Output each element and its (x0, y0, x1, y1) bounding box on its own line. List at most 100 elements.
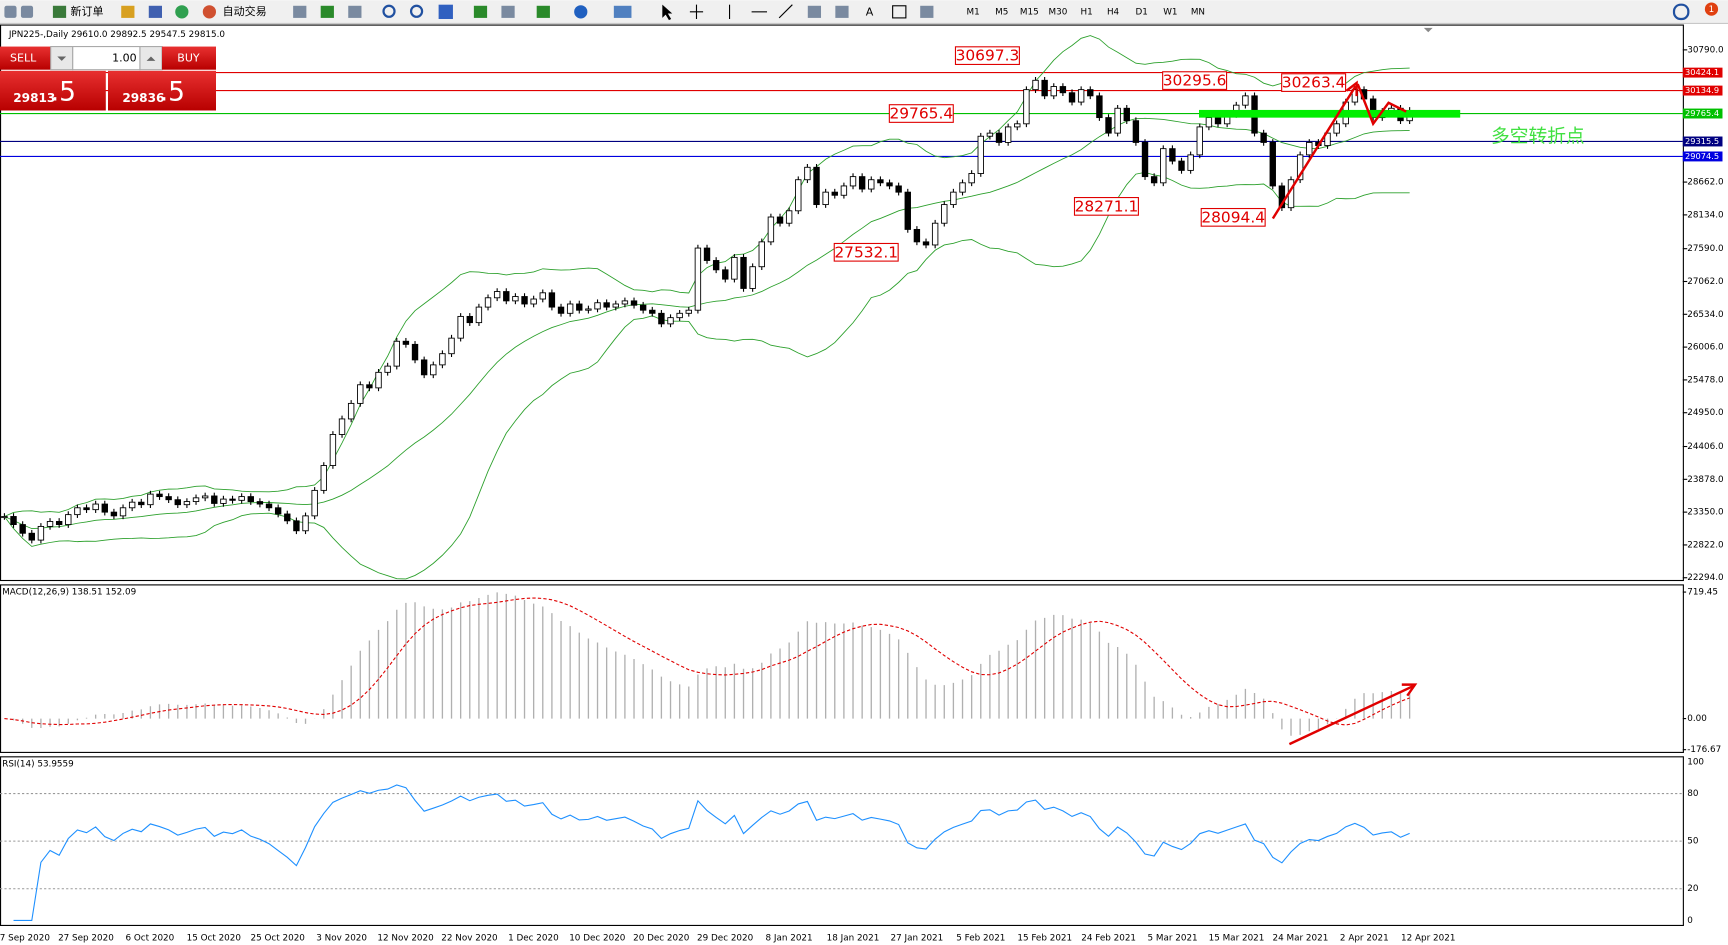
sell-button[interactable] (0, 46, 51, 70)
timeframe-button[interactable]: H4 (1107, 7, 1120, 17)
candle-body (995, 132, 1003, 143)
icon-label[interactable] (892, 5, 907, 19)
icon[interactable] (175, 5, 189, 19)
icon[interactable] (473, 5, 488, 18)
candle-body (1105, 117, 1112, 134)
candle-body (366, 384, 373, 389)
sell-price-box[interactable] (0, 70, 106, 111)
buy-button[interactable] (162, 46, 216, 70)
icon-zoom-in[interactable] (382, 4, 396, 18)
icon[interactable] (320, 5, 334, 18)
candle-body (1132, 120, 1140, 143)
price-annotation-box (1281, 73, 1347, 92)
candle-body (831, 191, 838, 196)
icon-trendline[interactable] (778, 4, 793, 19)
icon-search[interactable] (1672, 3, 1690, 21)
macd-tick-label: 0.00 (1687, 714, 1707, 724)
candle-body (1096, 95, 1103, 119)
icon[interactable] (293, 5, 307, 18)
icon[interactable] (574, 5, 588, 19)
icon[interactable] (148, 5, 162, 18)
x-tick-label: 20 Dec 2020 (633, 934, 690, 944)
icon-auto-trading[interactable] (202, 5, 216, 19)
y-tick-label: 27062.0 (1687, 277, 1724, 287)
buy-price-box[interactable] (108, 70, 216, 111)
timeframe-button[interactable]: M15 (1020, 7, 1039, 17)
candle-body (1050, 86, 1057, 97)
y-tick-label: 23878.0 (1687, 475, 1724, 485)
icon-cursor[interactable] (662, 4, 673, 21)
candle-body (1150, 176, 1158, 184)
candle-body (922, 241, 930, 246)
icon[interactable] (536, 5, 550, 18)
chart-header: JPN225-,Daily 29610.0 29892.5 29547.5 29… (8, 30, 226, 40)
candle-body (712, 260, 720, 271)
x-tick-label: 15 Oct 2020 (187, 934, 242, 944)
candle-body (229, 498, 236, 501)
icon[interactable] (20, 5, 34, 18)
y-tick-label: 24406.0 (1687, 442, 1724, 452)
macd-arrow (1288, 684, 1415, 746)
auto-trading-button[interactable]: 自动交易 (223, 4, 267, 18)
candle-body (402, 340, 410, 345)
icon[interactable] (920, 5, 934, 18)
candle-body (10, 516, 17, 526)
candle-body (411, 343, 419, 361)
level-tag (1682, 151, 1723, 162)
x-tick-label: 24 Feb 2021 (1081, 934, 1136, 944)
candle-body (676, 312, 683, 319)
timeframe-button[interactable]: D1 (1136, 7, 1148, 17)
candle-body (977, 135, 984, 174)
icon[interactable] (501, 5, 515, 18)
icon-crosshair[interactable] (689, 4, 704, 20)
candle-body (895, 185, 902, 193)
toolbar-icons: A (4, 2, 1719, 21)
rsi-tick-label: 20 (1687, 884, 1699, 894)
candle-body (868, 179, 875, 190)
notification-badge[interactable] (1704, 2, 1719, 16)
one-click-panel (0, 46, 216, 111)
x-tick-label: 27 Jan 2021 (891, 934, 944, 944)
icon[interactable] (613, 5, 632, 18)
x-tick-label: 24 Mar 2021 (1273, 934, 1329, 944)
icon[interactable] (121, 5, 135, 18)
candle-body (329, 434, 337, 466)
candle-body (475, 306, 483, 324)
timeframe-button[interactable]: M1 (967, 7, 980, 17)
timeframe-button[interactable]: H1 (1081, 7, 1093, 17)
icon[interactable] (438, 4, 453, 20)
icon-zoom-out[interactable] (409, 4, 424, 18)
rsi-tick-label: 50 (1687, 837, 1699, 847)
icon[interactable] (835, 5, 849, 18)
timeframe-button[interactable]: MN (1191, 7, 1205, 17)
candle-body (1087, 89, 1094, 97)
candle-body (913, 228, 921, 243)
x-tick-label: 12 Apr 2021 (1401, 934, 1455, 944)
macd-signal (4, 597, 1410, 726)
candle-body (1242, 95, 1249, 106)
candle-body (621, 300, 629, 305)
candle-body (703, 247, 711, 261)
candle-body (147, 493, 154, 506)
timeframe-button[interactable]: W1 (1163, 7, 1177, 17)
candle-body (174, 499, 181, 506)
candle-body (1014, 123, 1021, 128)
timeframe-button[interactable]: M5 (995, 7, 1008, 17)
candle-body (138, 501, 145, 506)
icon-text[interactable]: A (866, 5, 874, 18)
candle-body (238, 496, 245, 501)
candle-body (767, 216, 775, 243)
y-tick-label: 28134.0 (1687, 210, 1724, 220)
new-order-button[interactable]: 新订单 (71, 4, 104, 18)
candle-body (1059, 86, 1067, 94)
buy-price-frac: .5 (160, 76, 185, 107)
icon[interactable] (4, 5, 17, 18)
candle-body (320, 465, 327, 491)
timeframe-button[interactable]: M30 (1049, 7, 1068, 17)
icon[interactable] (807, 5, 822, 18)
candle-body (1077, 89, 1085, 103)
icon-new-order[interactable] (52, 5, 67, 18)
price-annotation: 30697.3 (956, 47, 1020, 65)
icon[interactable] (348, 5, 362, 18)
